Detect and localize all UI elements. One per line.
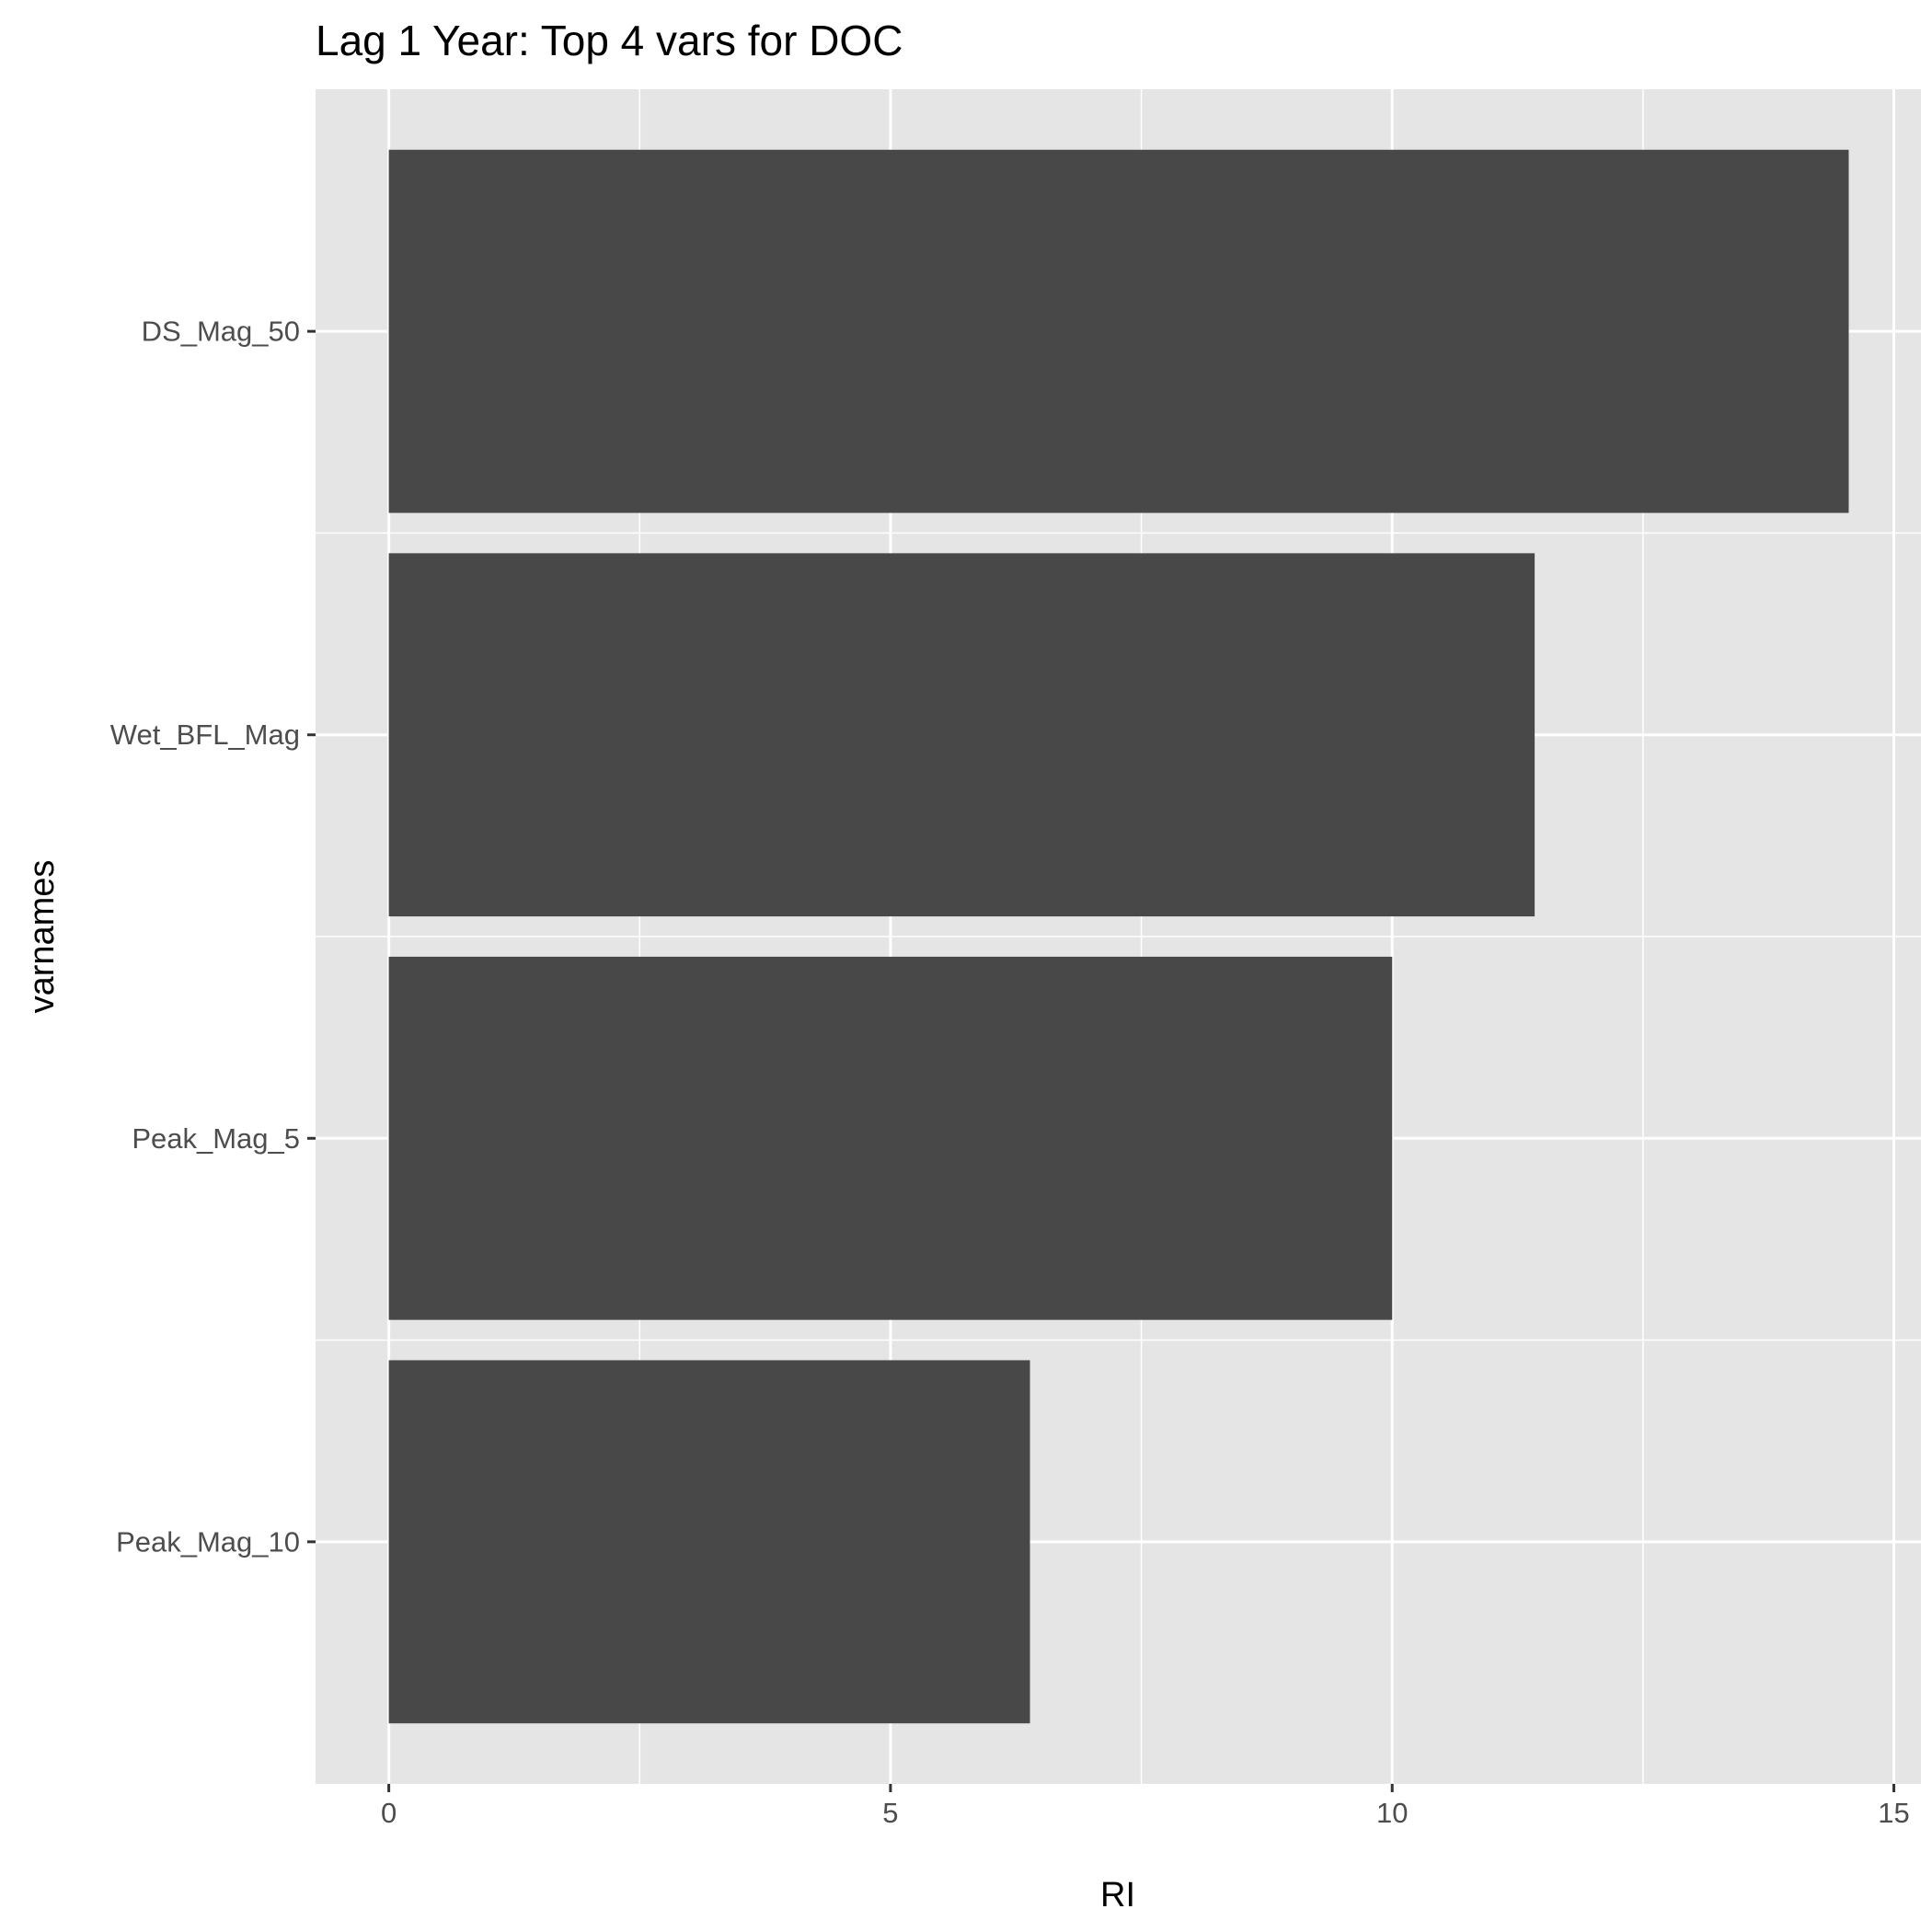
chart-title: Lag 1 Year: Top 4 vars for DOC [316, 17, 903, 64]
x-tick-label: 0 [381, 1797, 397, 1829]
bar [388, 149, 1849, 513]
y-tick-label: Wet_BFL_Mag [110, 719, 300, 751]
y-tick-label: Peak_Mag_10 [116, 1525, 300, 1558]
y-axis: DS_Mag_50 Wet_BFL_Mag Peak_Mag_5 Peak_Mag_1… [110, 316, 316, 1558]
x-tick-label: 10 [1376, 1797, 1408, 1829]
bar [388, 1360, 1030, 1724]
y-tick-label: DS_Mag_50 [142, 316, 300, 348]
x-axis-title: RI [1100, 1876, 1135, 1915]
y-axis-title: varnames [23, 860, 62, 1014]
bars [388, 149, 1849, 1724]
x-axis: 0 5 10 15 [381, 1784, 1910, 1829]
y-tick-label: Peak_Mag_5 [132, 1122, 300, 1155]
bar [388, 553, 1535, 917]
x-tick-label: 15 [1878, 1797, 1909, 1829]
bar [388, 956, 1393, 1320]
x-tick-label: 5 [882, 1797, 898, 1829]
